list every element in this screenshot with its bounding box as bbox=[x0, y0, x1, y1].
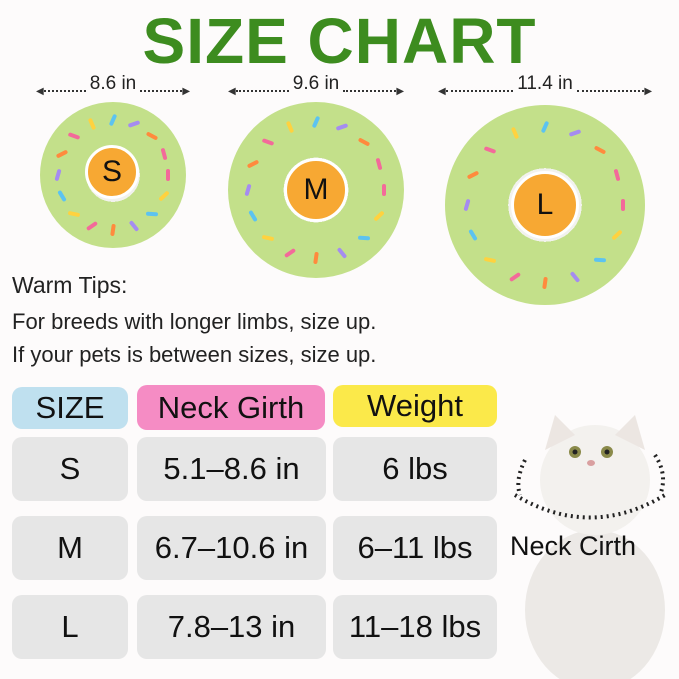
sprinkle bbox=[145, 211, 159, 217]
measurement-label: 9.6 in bbox=[288, 73, 344, 95]
size-cell: M bbox=[12, 516, 128, 580]
header-size: SIZE bbox=[12, 387, 128, 429]
tip-line: If your pets is between sizes, size up. bbox=[12, 342, 377, 367]
size-cell: L bbox=[12, 595, 128, 659]
sprinkle bbox=[382, 184, 386, 196]
cat-photo bbox=[513, 415, 667, 679]
size-cell: S bbox=[12, 437, 128, 501]
measurement-label: 8.6 in bbox=[85, 73, 141, 95]
tips-heading: Warm Tips: bbox=[12, 272, 128, 298]
neck-girth-cell: 7.8–13 in bbox=[137, 595, 326, 659]
measurement-label: 11.4 in bbox=[513, 73, 577, 95]
weight-cell: 6–11 lbs bbox=[333, 516, 497, 580]
header-weight: Weight bbox=[333, 385, 497, 427]
measurement-small: ◀ 8.6 in ▶ bbox=[36, 73, 191, 97]
neck-girth-cell: 5.1–8.6 in bbox=[137, 437, 326, 501]
sprinkle bbox=[621, 199, 625, 211]
measurement-large: ◀ 11.4 in ▶ bbox=[438, 73, 653, 97]
donut-collar-medium: M bbox=[228, 102, 404, 278]
tip-line: For breeds with longer limbs, size up. bbox=[12, 309, 377, 334]
size-badge: M bbox=[284, 158, 348, 222]
measurement-medium: ◀ 9.6 in ▶ bbox=[228, 73, 405, 97]
header-neck-girth: Neck Girth bbox=[137, 385, 325, 430]
neck-girth-label: Neck Cirth bbox=[510, 531, 637, 561]
neck-girth-cell: 6.7–10.6 in bbox=[137, 516, 326, 580]
weight-cell: 6 lbs bbox=[333, 437, 497, 501]
donut-collar-large: L bbox=[445, 105, 645, 305]
size-badge: S bbox=[85, 145, 139, 199]
sprinkle bbox=[166, 169, 170, 181]
weight-cell: 11–18 lbs bbox=[333, 595, 497, 659]
page-title: SIZE CHART bbox=[142, 5, 537, 77]
sprinkle bbox=[357, 235, 371, 241]
size-badge: L bbox=[511, 171, 579, 239]
donut-collar-small: S bbox=[40, 102, 186, 248]
